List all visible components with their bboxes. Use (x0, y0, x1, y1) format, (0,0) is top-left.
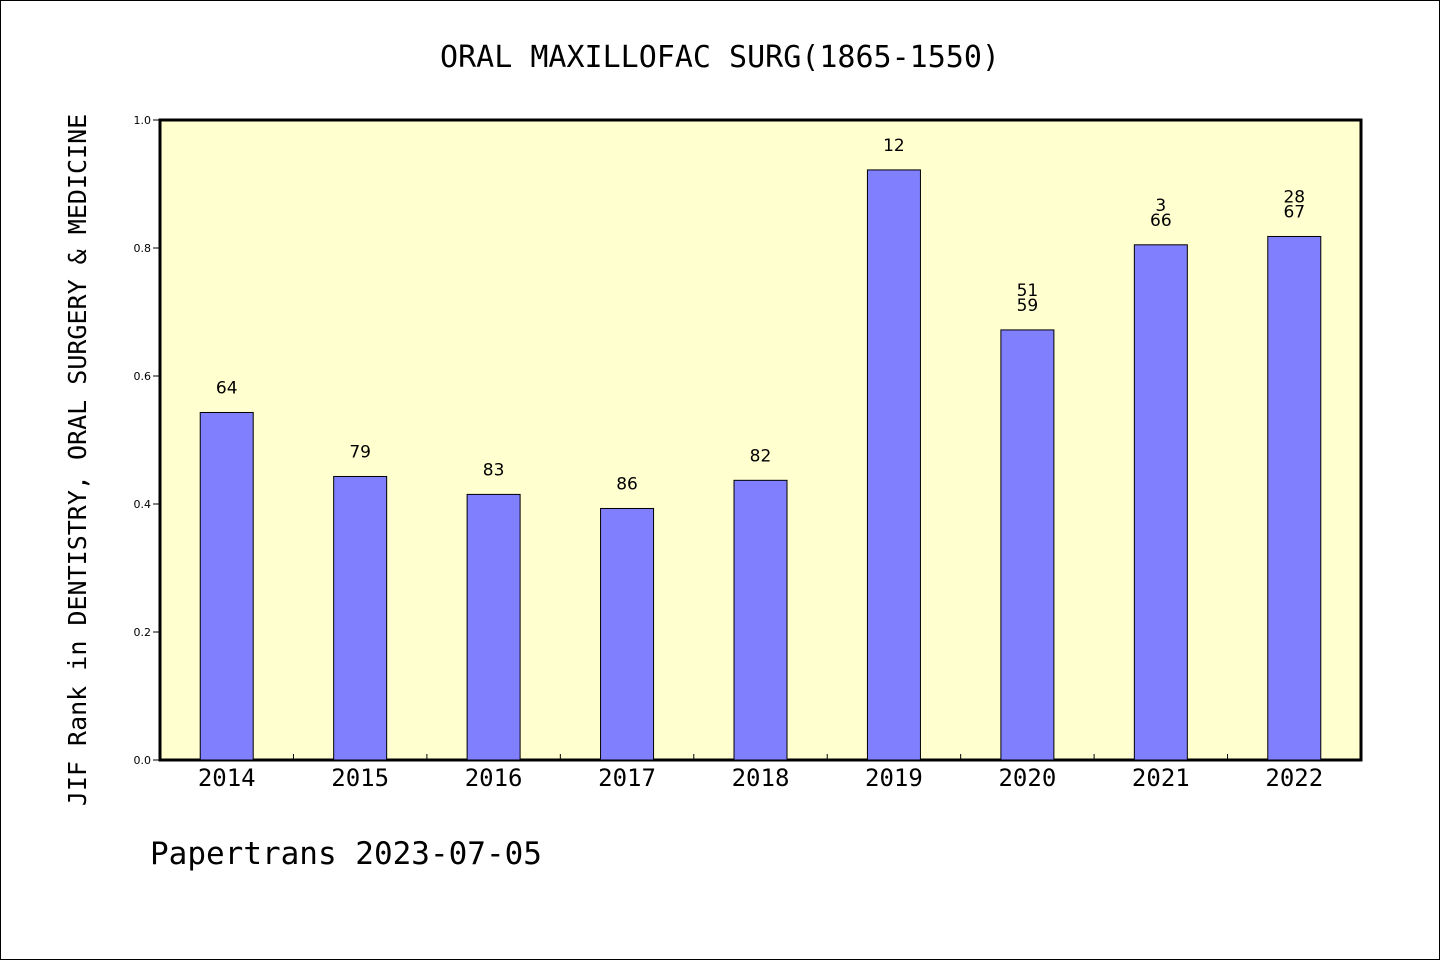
bar-value-label: 79 (349, 442, 371, 462)
x-tick-label: 2019 (865, 764, 923, 792)
y-tick-label: 0.6 (134, 370, 152, 383)
chart-title: ORAL MAXILLOFAC SURG(1865-1550) (440, 40, 1000, 75)
bar-value-label: 67 (1283, 202, 1305, 222)
bar (1267, 235, 1322, 761)
bars (199, 169, 1322, 761)
x-tick-label: 2016 (465, 764, 523, 792)
bar (733, 479, 788, 761)
bar-value-label: 28 (1283, 187, 1305, 207)
y-tick-label: 0.8 (134, 242, 152, 255)
y-tick-label: 0.0 (134, 754, 152, 767)
x-axis-ticks: 2014 2015 2016 2017 2018 2019 2020 2021 2022 (198, 754, 1323, 792)
y-tick-label: 0.2 (134, 626, 152, 639)
bar (866, 169, 921, 761)
bar-value-label: 51 (1017, 281, 1039, 301)
bar-value-label: 86 (616, 474, 638, 494)
x-tick-label: 2021 (1132, 764, 1190, 792)
x-tick-label: 2018 (732, 764, 790, 792)
bar-value-label: 66 (1150, 211, 1172, 231)
x-tick-label: 2015 (331, 764, 389, 792)
bar (1133, 244, 1188, 761)
bar-value-label: 12 (883, 136, 905, 156)
bar (1000, 329, 1055, 761)
bar (333, 475, 388, 761)
bar-value-label: 59 (1017, 296, 1039, 316)
y-tick-label: 0.4 (134, 498, 152, 511)
x-tick-label: 2022 (1265, 764, 1323, 792)
y-tick-label: 1.0 (134, 114, 152, 127)
bar (199, 411, 254, 761)
x-tick-label: 2017 (598, 764, 656, 792)
bar (600, 507, 655, 761)
bar-value-label: 82 (750, 446, 772, 466)
y-axis-ticks: 0.0 0.2 0.4 0.6 0.8 1.0 (134, 114, 160, 767)
bar (466, 493, 521, 761)
footer-credit: Papertrans 2023-07-05 (150, 836, 542, 872)
bar-value-label: 64 (216, 378, 238, 398)
bar-value-label: 83 (483, 460, 505, 480)
x-tick-label: 2014 (198, 764, 256, 792)
y-axis-label: JIF Rank in DENTISTRY, ORAL SURGERY & ME… (63, 114, 92, 806)
bar-value-label: 3 (1155, 196, 1166, 216)
x-tick-label: 2020 (998, 764, 1056, 792)
